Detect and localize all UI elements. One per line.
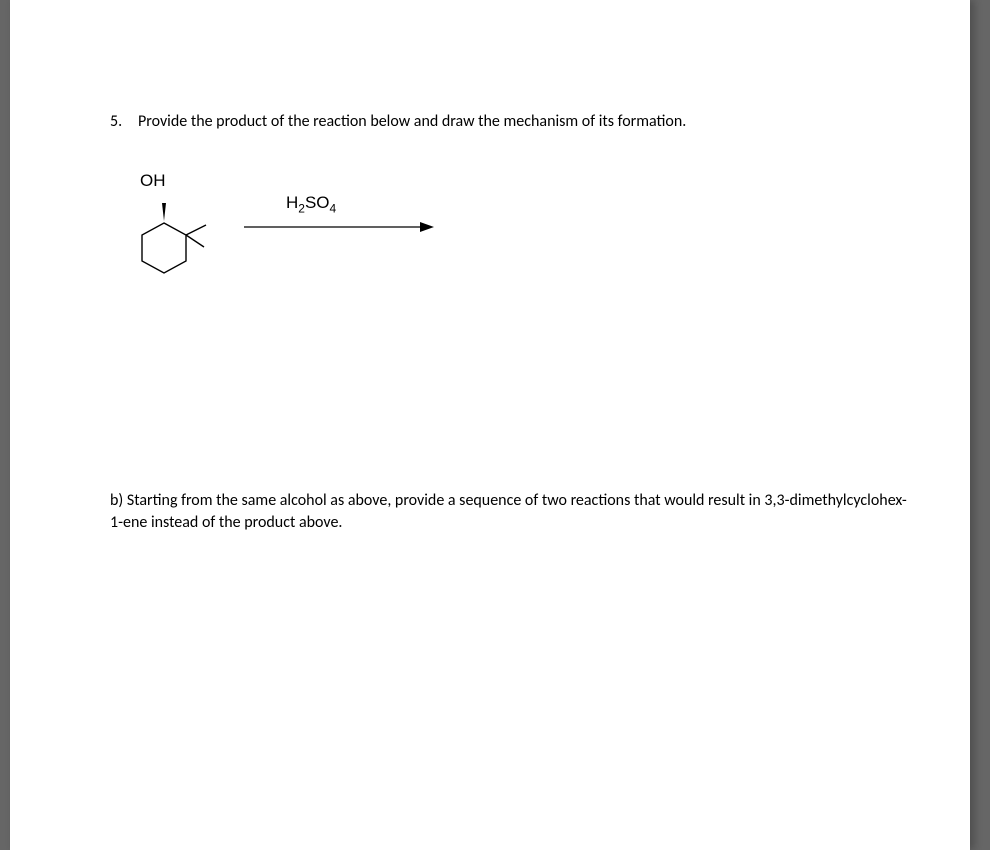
oh-label: OH <box>140 171 166 191</box>
reaction-scheme: OH H2SO4 <box>126 171 910 311</box>
reaction-arrow-icon <box>244 217 434 237</box>
wedge-bond <box>162 203 166 221</box>
molecule-structure <box>126 189 226 299</box>
part-b-text: b) Starting from the same alcohol as abo… <box>110 490 910 533</box>
page: 5. Provide the product of the reaction b… <box>10 0 970 850</box>
reagent-label: H2SO4 <box>286 193 336 215</box>
question-number: 5. <box>110 112 138 131</box>
question-text: Provide the product of the reaction belo… <box>138 112 686 131</box>
question-block: 5. Provide the product of the reaction b… <box>110 112 910 311</box>
question-row: 5. Provide the product of the reaction b… <box>110 112 910 131</box>
